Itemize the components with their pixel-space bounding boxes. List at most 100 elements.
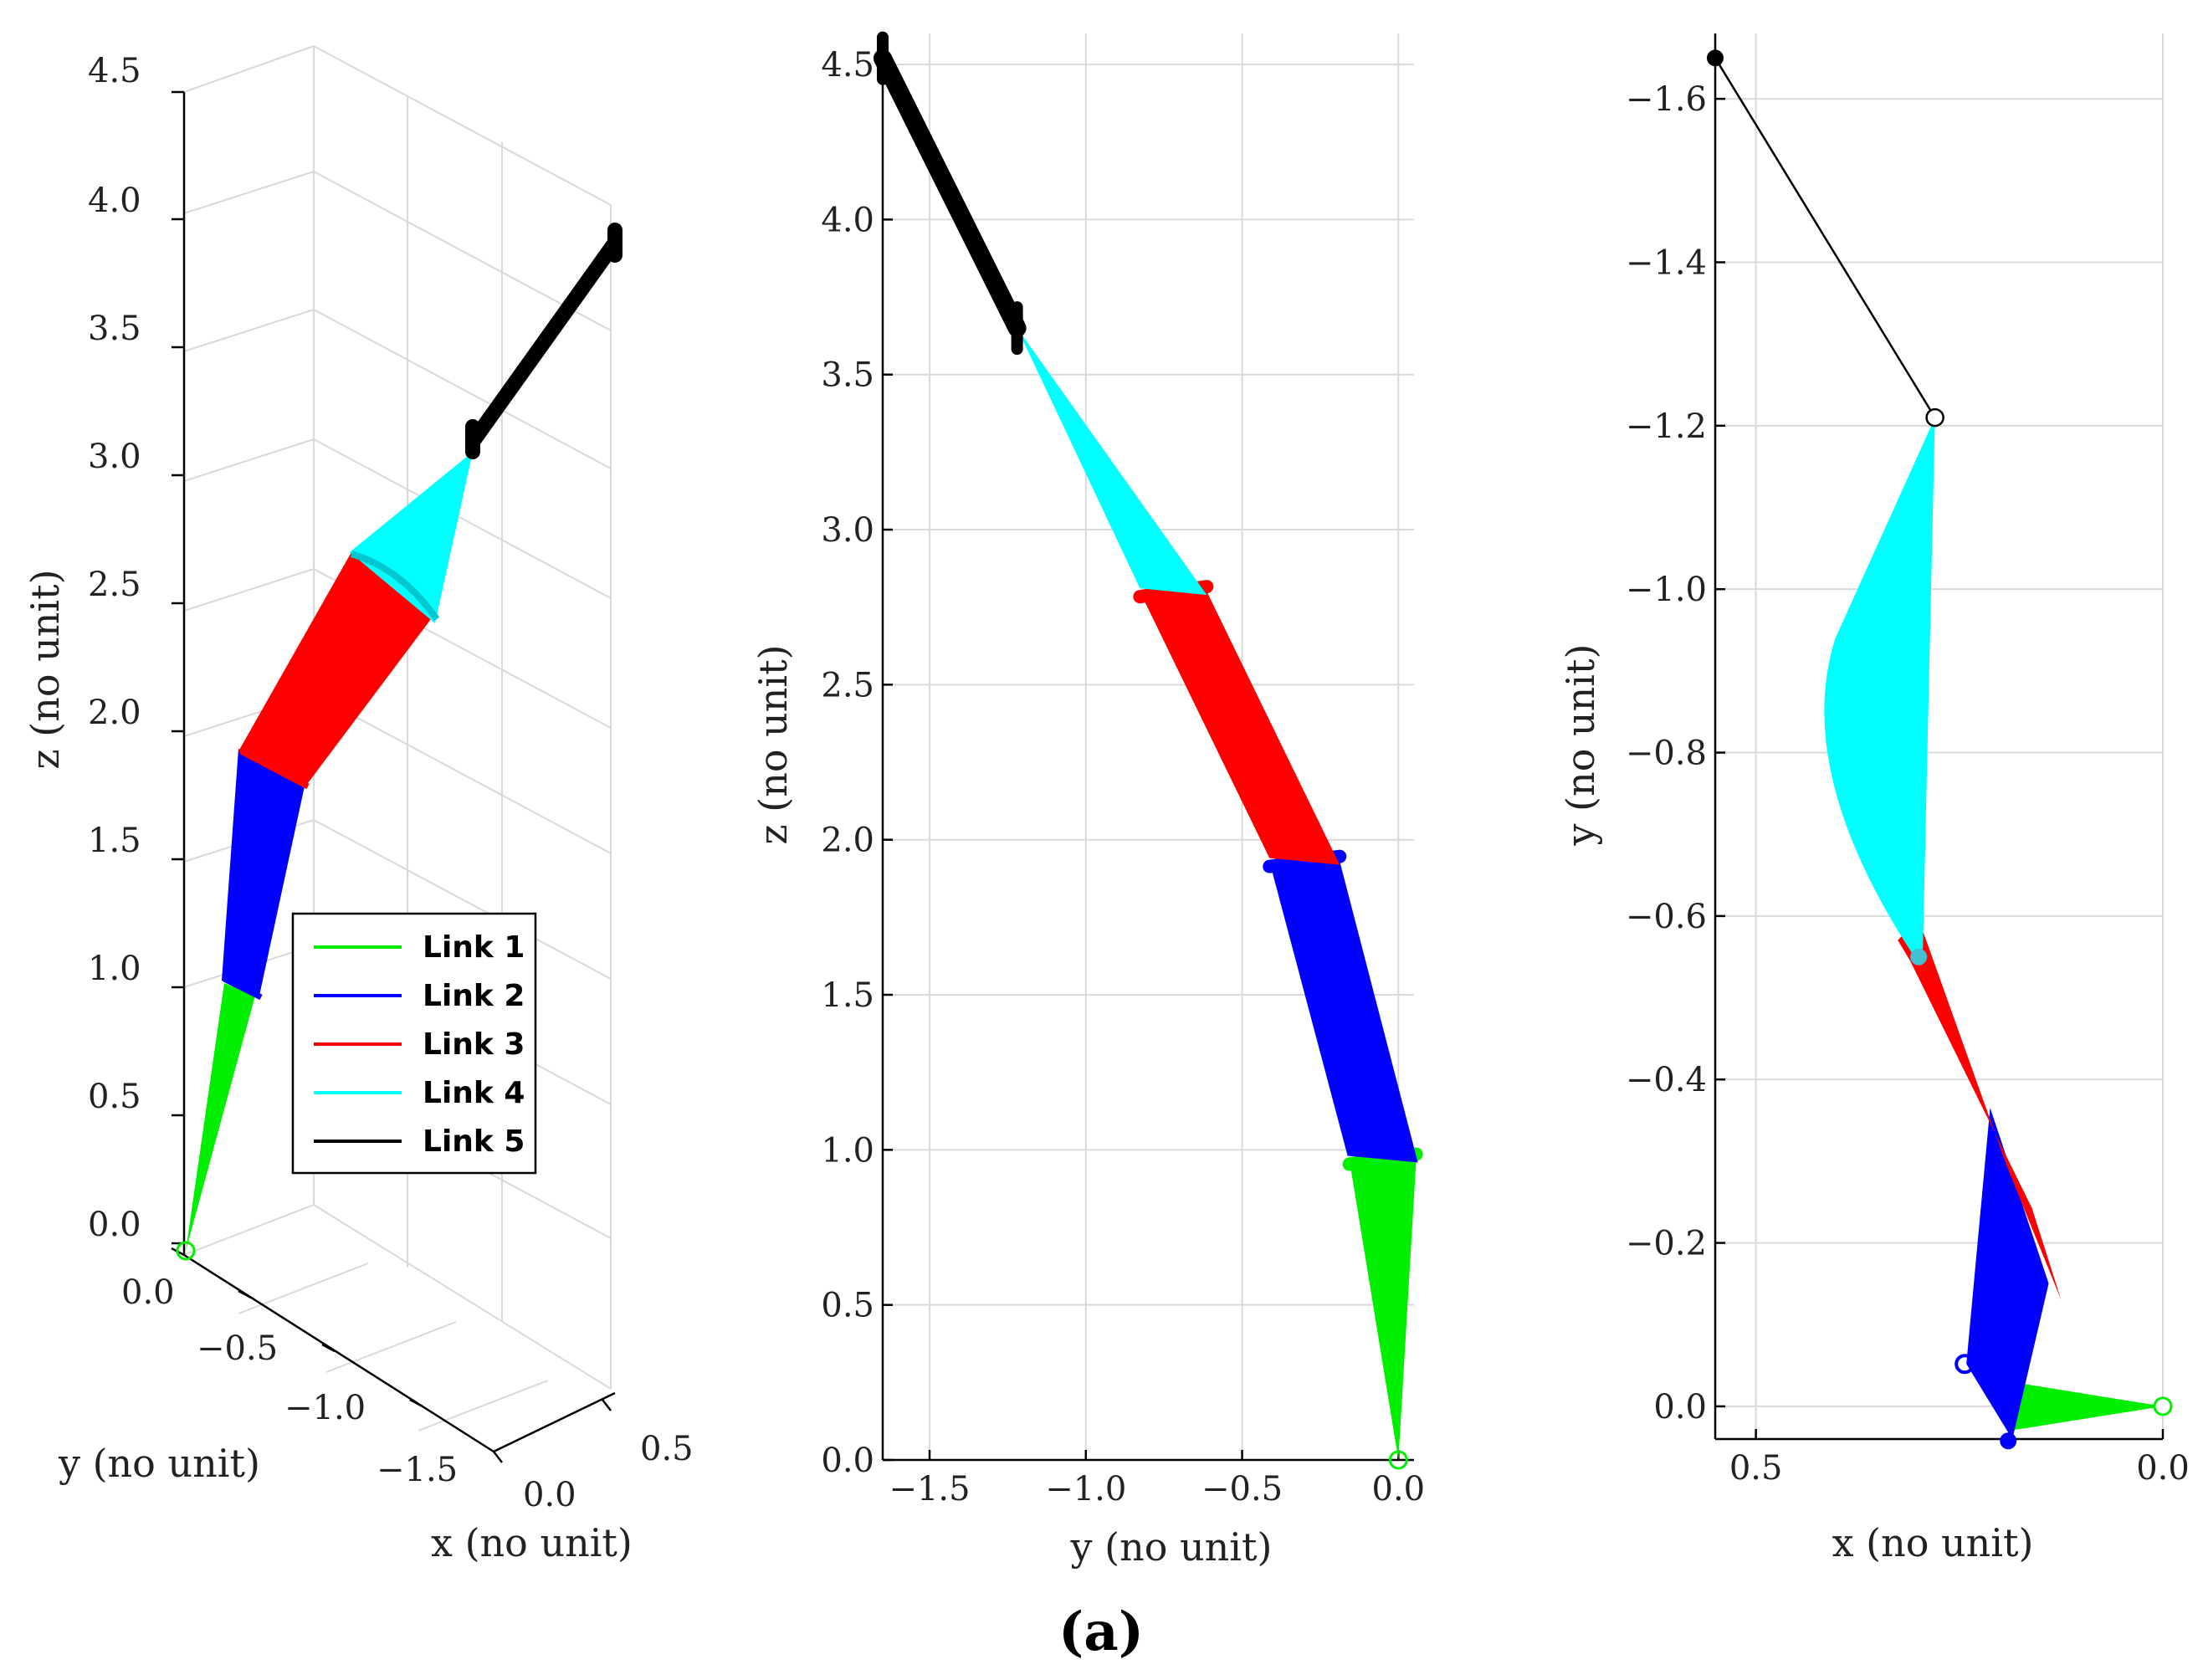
legend-entry: Link 2 (423, 979, 525, 1013)
y-tick-label: 0.0 (1653, 1388, 1707, 1426)
link-3-joint-ring (239, 748, 310, 790)
y-tick-label: −1.6 (1626, 80, 1707, 119)
panel-xy-axes (1714, 33, 2165, 1441)
y-tick-label: 3.5 (821, 356, 874, 395)
y-tick-label: 0.0 (821, 1442, 874, 1480)
link-4-sweep (1017, 328, 1207, 596)
panel-xy: 0.5 0.0 0.0 −0.2 −0.4 −0.6 −0.8 −1.0 −1.… (1558, 33, 2190, 1565)
y-tick-label: −1.2 (1626, 407, 1707, 446)
y-tick-label: −1.4 (1626, 243, 1707, 282)
link-2-sweep (222, 749, 305, 996)
legend-entry: Link 4 (423, 1076, 525, 1110)
y-tick-label: 1.0 (821, 1131, 874, 1170)
x-tick-label: 0.0 (2136, 1449, 2190, 1488)
link-4-joint (1910, 948, 1928, 965)
panel-3d-links (176, 223, 622, 1261)
legend: Link 1 Link 2 Link 3 Link 4 Link 5 (291, 912, 537, 1175)
panel-yz-axes (881, 33, 1414, 1462)
y-tick-label: −0.6 (1626, 898, 1707, 936)
panel-xy-y-label: y (no unit) (1558, 644, 1603, 847)
link-1-sweep (186, 983, 255, 1251)
y-tick-label: 0.5 (821, 1287, 874, 1325)
x-tick-label: 0.5 (640, 1430, 694, 1468)
panel-yz-y-tick-labels: 0.0 0.5 1.0 1.5 2.0 2.5 3.0 3.5 4.0 4.5 (821, 46, 874, 1480)
x-tick-label: 0.5 (1729, 1449, 1783, 1488)
panel-3d-x-ticks: 0.0 0.5 (493, 1399, 694, 1514)
base-joint-marker (1388, 1450, 1408, 1470)
z-tick-label: 3.0 (88, 438, 141, 476)
legend-entry: Link 3 (423, 1027, 525, 1062)
y-tick-label: −0.8 (1626, 735, 1707, 773)
z-tick-label: 4.0 (88, 182, 141, 220)
figure-caption: (a) (1058, 1601, 1144, 1663)
base-joint-marker (2153, 1396, 2173, 1416)
y-tick-label: −1.0 (284, 1389, 366, 1427)
panel-3d: 4.5 4.0 3.5 3.0 2.5 2.0 1.5 1.0 0.5 0.0 … (23, 45, 694, 1565)
panel-3d-y-label: y (no unit) (58, 1441, 260, 1486)
panel-3d-y-ticks: 0.0 −0.5 −1.0 −1.5 (121, 1247, 458, 1489)
legend-entry: Link 5 (423, 1124, 525, 1159)
z-tick-label: 1.0 (88, 950, 141, 988)
legend-entry: Link 1 (423, 930, 525, 965)
z-tick-label: 0.5 (88, 1078, 141, 1116)
y-tick-label: 2.0 (821, 822, 874, 860)
panel-yz-grid (883, 33, 1414, 1461)
link-1-sweep (2004, 1380, 2163, 1432)
panel-yz-x-tick-labels: −1.5 −1.0 −0.5 0.0 (889, 1470, 1425, 1508)
link-2-sweep (1269, 861, 1418, 1163)
y-tick-label: 0.0 (121, 1273, 175, 1312)
panel-yz-links (874, 31, 1423, 1470)
panel-xy-x-label: x (no unit) (1832, 1520, 2034, 1565)
link-3-sweep (1140, 592, 1340, 865)
z-tick-label: 0.0 (88, 1206, 141, 1244)
panel-xy-x-tick-labels: 0.5 0.0 (1729, 1449, 2190, 1488)
panel-yz-x-label: y (no unit) (1070, 1524, 1273, 1570)
link-2-joint-ring (223, 976, 263, 1001)
panel-3d-z-label: z (no unit) (23, 569, 68, 769)
y-tick-label: 4.0 (821, 201, 874, 239)
x-tick-label: −1.0 (1045, 1470, 1126, 1508)
end-effector-marker (1707, 49, 1724, 67)
link-4-sweep (1824, 417, 1935, 957)
link-4-joint-ring (350, 551, 440, 622)
x-tick-label: 0.0 (1372, 1470, 1426, 1508)
link-1-sweep (1349, 1159, 1417, 1460)
y-tick-label: −1.5 (377, 1451, 458, 1489)
panel-3d-grid (183, 45, 612, 1432)
link-2-sweep (1966, 1107, 2049, 1440)
link-3-sweep (1898, 919, 2062, 1300)
link-5-line (1714, 57, 1936, 418)
link-4-sweep (350, 452, 473, 623)
panel-yz: −1.5 −1.0 −0.5 0.0 0.0 0.5 1.0 1.5 2.0 2… (751, 31, 1425, 1570)
link-2-joint (2000, 1432, 2017, 1450)
y-tick-label: −1.0 (1626, 571, 1707, 609)
link-5-joint (1925, 407, 1944, 428)
link-5-sweep (465, 223, 622, 459)
y-tick-label: −0.2 (1626, 1225, 1707, 1263)
x-tick-label: −0.5 (1201, 1470, 1283, 1508)
joint-marker (176, 1241, 196, 1261)
panel-3d-z-ticks: 4.5 4.0 3.5 3.0 2.5 2.0 1.5 1.0 0.5 0.0 (88, 52, 184, 1245)
z-tick-label: 4.5 (88, 52, 141, 90)
y-tick-label: 4.5 (821, 46, 874, 85)
z-tick-label: 2.5 (88, 566, 141, 604)
panel-xy-y-tick-labels: 0.0 −0.2 −0.4 −0.6 −0.8 −1.0 −1.2 −1.4 −… (1626, 80, 1707, 1426)
y-tick-label: 2.5 (821, 666, 874, 704)
panel-xy-grid (1715, 33, 2164, 1439)
z-tick-label: 2.0 (88, 694, 141, 732)
z-tick-label: 1.5 (88, 822, 141, 860)
x-tick-label: −1.5 (889, 1470, 970, 1508)
y-tick-label: 1.5 (821, 976, 874, 1015)
z-tick-label: 3.5 (88, 310, 141, 348)
y-tick-label: −0.4 (1626, 1061, 1707, 1099)
panel-yz-y-label: z (no unit) (751, 644, 796, 844)
panel-xy-links (1707, 49, 2173, 1450)
link-3-sweep (238, 552, 431, 786)
panel-3d-axes (182, 92, 616, 1453)
link-5-sweep (874, 49, 1027, 338)
y-tick-label: −0.5 (197, 1329, 278, 1368)
link-2-joint-ring (1955, 1354, 1975, 1375)
x-tick-label: 0.0 (523, 1476, 576, 1514)
panel-3d-x-label: x (no unit) (431, 1520, 633, 1565)
